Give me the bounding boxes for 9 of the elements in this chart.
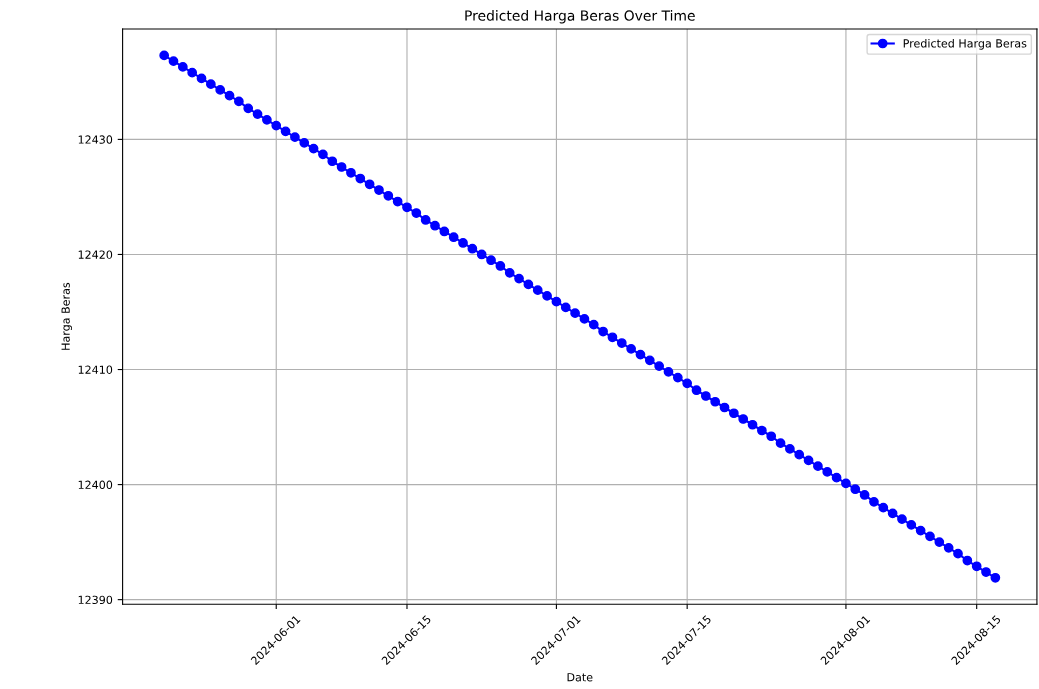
y-tick-label: 12390 [78,595,113,605]
x-axis-title: Date [567,673,593,682]
y-tick-label: 12430 [78,135,113,144]
y-tick-label: 12410 [78,365,113,374]
chart-title: Predicted Harga Beras Over Time [465,10,695,24]
legend-label: Predicted Harga Beras [903,38,1027,50]
y-tick-label: 12400 [78,480,113,489]
y-axis-title: Harga Beras [61,282,72,350]
y-tick-label: 12420 [78,250,113,259]
